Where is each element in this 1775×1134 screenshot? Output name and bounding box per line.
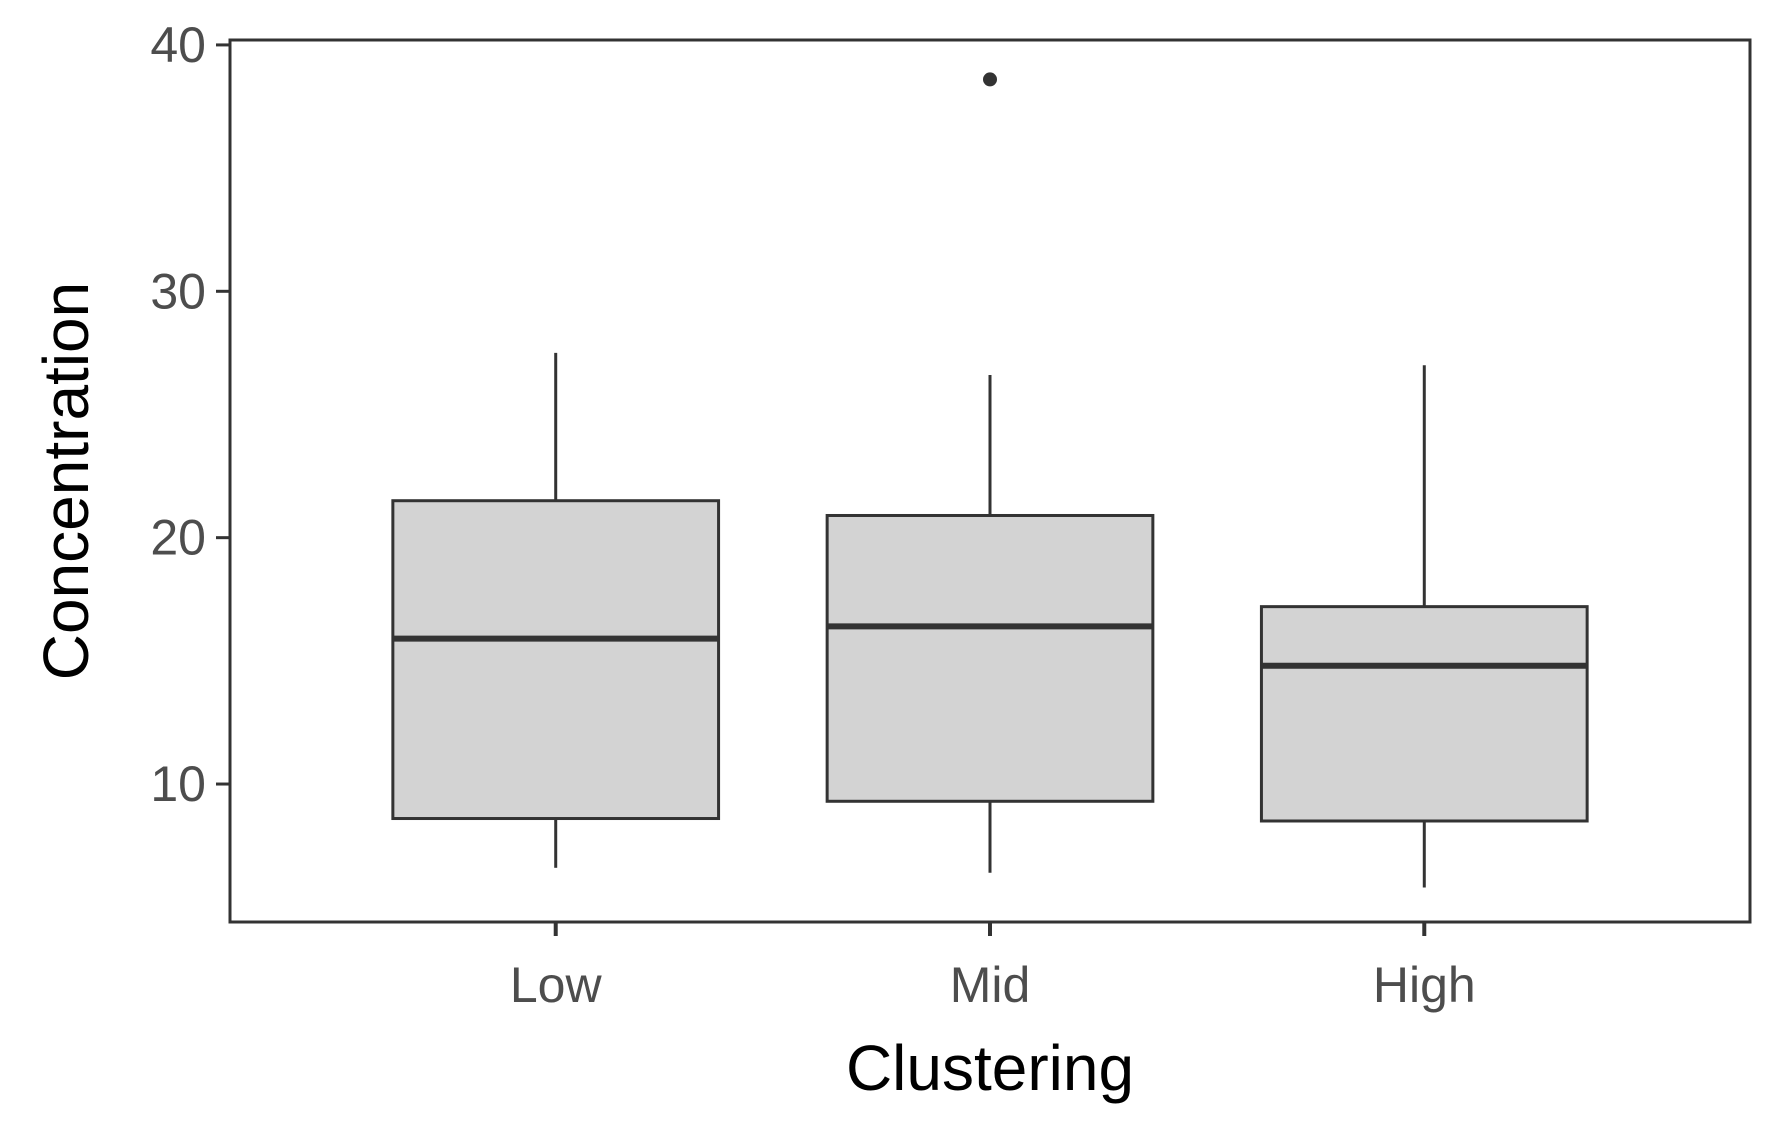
- box-low: [391, 352, 721, 868]
- y-tick-label: 20: [150, 510, 206, 566]
- box-iqr: [1259, 605, 1589, 823]
- x-axis-title: Clustering: [846, 1032, 1134, 1104]
- y-axis: 10 20 30 40: [150, 17, 230, 812]
- y-tick-label: 30: [150, 263, 206, 319]
- box-iqr: [391, 499, 721, 821]
- box-iqr: [825, 513, 1155, 803]
- box-series: [391, 72, 1589, 888]
- x-tick-label: High: [1373, 957, 1476, 1013]
- box-mid: [825, 72, 1155, 873]
- y-tick-label: 40: [150, 17, 206, 73]
- x-tick-label: Mid: [950, 957, 1031, 1013]
- y-tick-label: 10: [150, 756, 206, 812]
- x-axis: Low Mid High: [510, 922, 1476, 1013]
- outlier-point: [983, 72, 997, 87]
- x-tick-label: Low: [510, 957, 603, 1013]
- y-axis-title: Concentration: [30, 282, 102, 680]
- box-high: [1259, 365, 1589, 888]
